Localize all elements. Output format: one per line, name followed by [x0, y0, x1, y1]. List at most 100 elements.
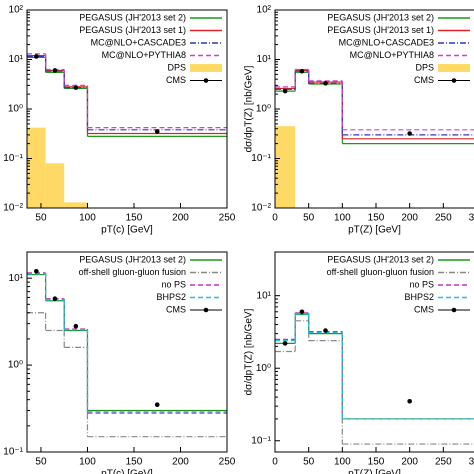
data-point: [407, 398, 412, 404]
y-tick-label: 10⁻²: [3, 203, 23, 214]
x-tick-label: 150: [368, 457, 385, 468]
x-tick-label: 200: [172, 457, 189, 468]
data-point: [299, 309, 305, 315]
dps-bar: [275, 126, 296, 208]
y-tick-label: 10⁰: [8, 104, 23, 115]
dps-bar: [27, 127, 46, 208]
legend-label: DPS: [415, 62, 434, 72]
plot-frame: [26, 9, 228, 209]
dps-bar: [45, 163, 65, 208]
y-tick-label: 10¹: [257, 290, 272, 301]
legend-label: no PS: [409, 279, 434, 289]
x-tick-label: 250: [219, 213, 236, 224]
data-point: [407, 131, 412, 136]
data-point: [34, 54, 39, 59]
legend-label: MC@NLO+PYTHIA8: [350, 50, 434, 60]
data-point: [52, 68, 58, 73]
y-tick-label: 10⁻¹: [251, 435, 271, 446]
x-tick-label: 0: [272, 213, 278, 224]
data-point: [73, 323, 79, 329]
x-tick-label: 200: [172, 213, 189, 224]
y-tick-label: 10⁻²: [251, 203, 271, 214]
x-axis-label: pT(c) [GeV]: [101, 469, 153, 474]
y-tick-label: 10¹: [257, 54, 272, 65]
legend-label: MC@NLO+CASCADE3: [339, 37, 434, 47]
legend-label: PEGASUS (JH'2013 set 1): [327, 25, 434, 35]
data-point: [154, 129, 160, 134]
x-axis-label: pT(Z) [GeV]: [348, 469, 401, 474]
x-tick-label: 50: [303, 213, 315, 224]
legend-label: CMS: [166, 304, 186, 314]
data-point: [282, 88, 288, 94]
data-point: [52, 296, 58, 302]
x-axis-label: pT(c) [GeV]: [101, 225, 153, 236]
y-axis-label: dσ/dpT(Z) [nb/GeV]: [244, 65, 255, 152]
data-point: [34, 268, 39, 274]
legend-label: off-shell gluon-gluon fusion: [79, 267, 186, 277]
x-tick-label: 150: [126, 213, 143, 224]
legend-label: MC@NLO+PYTHIA8: [102, 50, 186, 60]
legend-label: PEGASUS (JH'2013 set 1): [79, 25, 186, 35]
data-point: [323, 328, 328, 333]
plot-frame: [26, 251, 228, 453]
plot-area: [275, 68, 474, 208]
legend-label: BHPS2: [404, 292, 434, 302]
plot-area: [275, 309, 474, 445]
y-tick-label: 10¹: [9, 273, 24, 284]
y-tick-label: 10²: [257, 5, 272, 16]
y-tick-label: 10⁻¹: [3, 447, 23, 458]
legend-swatch: [203, 307, 209, 313]
legend-label: PEGASUS (JH'2013 set 2): [327, 254, 434, 264]
legend-label: DPS: [167, 62, 186, 72]
data-point: [73, 85, 79, 90]
legend-swatch: [451, 307, 457, 313]
data-point: [154, 402, 160, 408]
y-axis-label: dσ/dpT(Z) [nb/GeV]: [244, 308, 255, 395]
x-axis-label: pT(Z) [GeV]: [348, 225, 401, 236]
y-tick-label: 10¹: [9, 54, 24, 65]
x-tick-label: 50: [35, 457, 47, 468]
x-tick-label: 150: [126, 457, 143, 468]
legend-label: PEGASUS (JH'2013 set 2): [79, 12, 186, 22]
x-tick-label: 200: [401, 457, 418, 468]
x-tick-label: 100: [79, 457, 96, 468]
y-tick-label: 10⁻¹: [251, 153, 271, 164]
legend-swatch: [190, 64, 222, 72]
y-tick-label: 10⁰: [8, 360, 23, 371]
x-tick-label: 50: [303, 457, 315, 468]
x-tick-label: 50: [35, 213, 47, 224]
legend-swatch: [451, 78, 457, 83]
x-tick-label: 100: [334, 457, 351, 468]
x-tick-label: 100: [79, 213, 96, 224]
x-tick-label: 250: [435, 457, 452, 468]
data-point: [299, 68, 305, 74]
y-tick-label: 10⁰: [256, 363, 271, 374]
x-tick-label: 300: [469, 213, 474, 224]
x-tick-label: 300: [469, 457, 474, 468]
legend-label: PEGASUS (JH'2013 set 2): [327, 12, 434, 22]
plot-frame: [274, 251, 474, 453]
legend-label: MC@NLO+CASCADE3: [91, 37, 186, 47]
legend-label: CMS: [414, 304, 434, 314]
legend-label: CMS: [414, 75, 434, 85]
plot-area: [27, 53, 227, 208]
x-tick-label: 250: [435, 213, 452, 224]
plot-frame: [274, 9, 474, 209]
x-tick-label: 0: [272, 457, 278, 468]
legend-label: off-shell gluon-gluon fusion: [327, 267, 434, 277]
x-tick-label: 150: [368, 213, 385, 224]
legend-swatch: [203, 78, 209, 83]
legend-swatch: [438, 64, 470, 72]
legend-label: no PS: [161, 279, 186, 289]
data-point: [323, 81, 328, 86]
legend-label: BHPS2: [156, 292, 186, 302]
y-tick-label: 10²: [9, 5, 24, 16]
legend-label: PEGASUS (JH'2013 set 2): [79, 254, 186, 264]
legend-label: CMS: [166, 75, 186, 85]
y-tick-label: 10⁻¹: [3, 153, 23, 164]
dps-bar: [64, 202, 88, 208]
x-tick-label: 250: [219, 457, 236, 468]
data-point: [282, 341, 288, 346]
plot-area: [27, 268, 227, 438]
